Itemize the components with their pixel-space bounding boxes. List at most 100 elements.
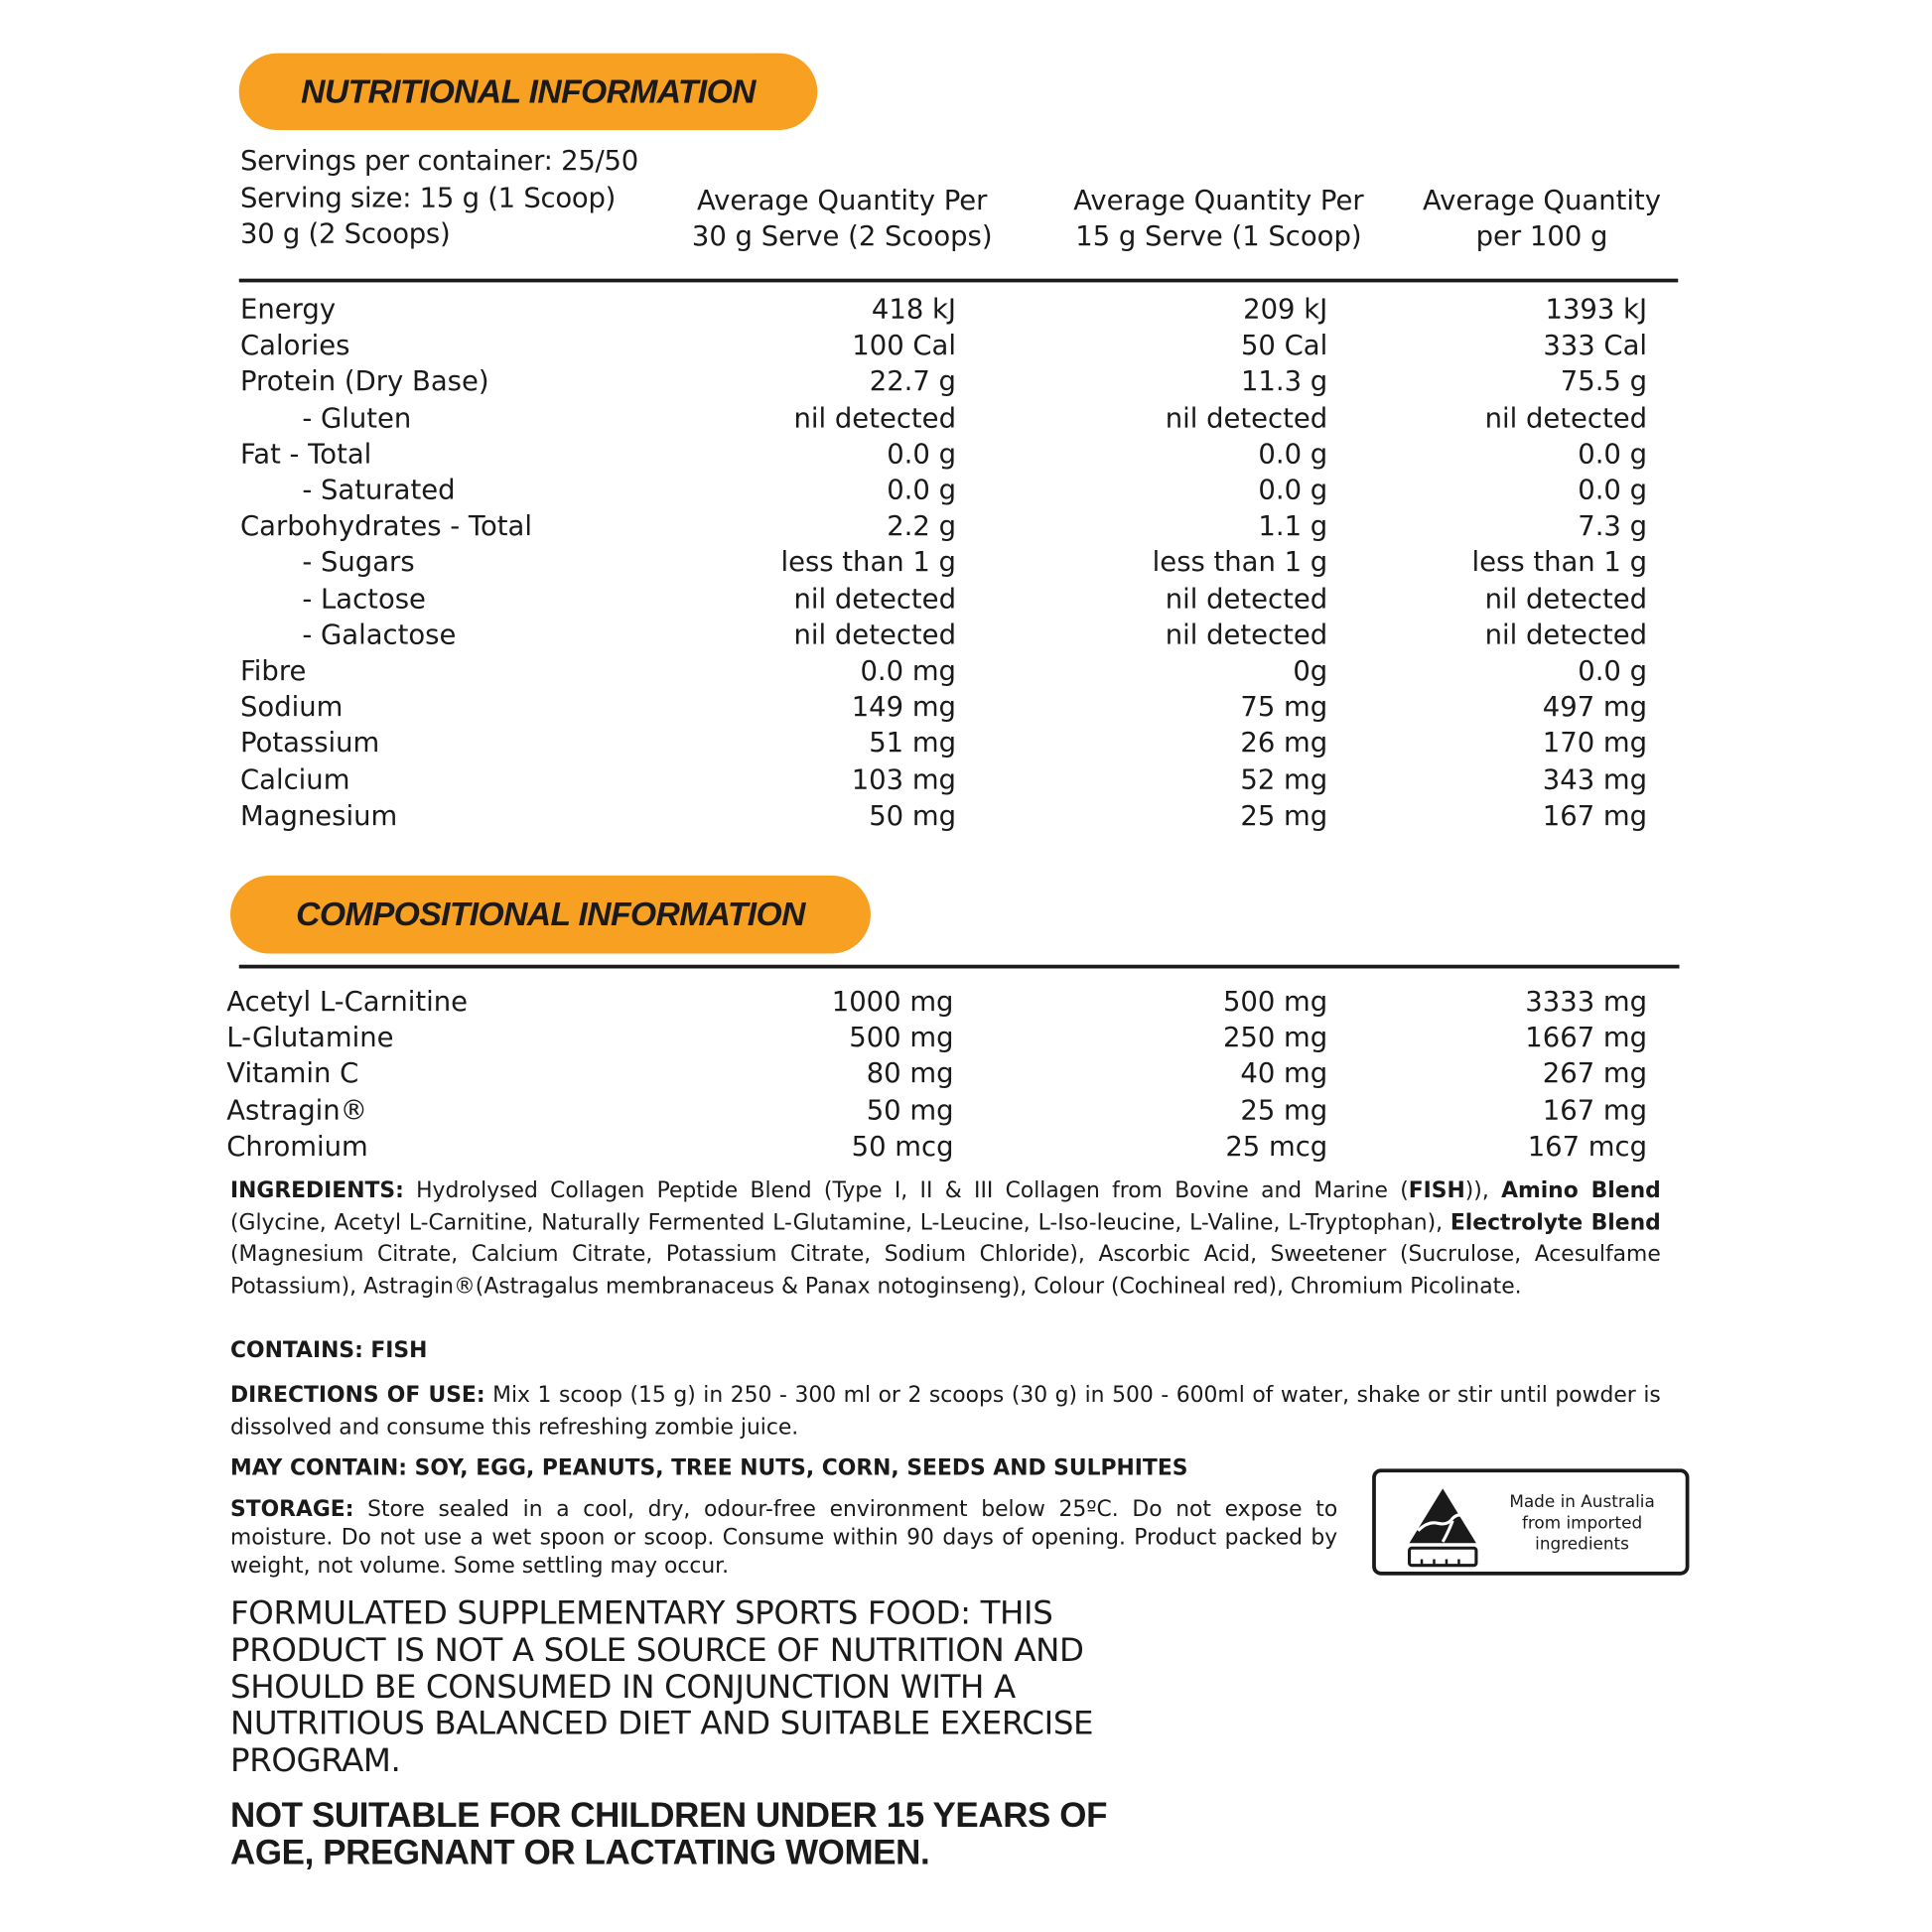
nutrient-value: less than 1 g xyxy=(1152,547,1328,580)
table-row: Magnesium 50 mg 25 mg 167 mg xyxy=(0,798,1733,834)
nutrient-value: 0.0 g xyxy=(1578,656,1648,688)
nutrient-value: 1393 kJ xyxy=(1545,294,1648,327)
electrolyte-blend: Electrolyte Blend xyxy=(1449,1210,1661,1236)
nutrient-value: 1000 mg xyxy=(831,987,954,1019)
header-line: Average Quantity xyxy=(1423,186,1662,217)
nutrient-value: 26 mg xyxy=(1240,728,1328,760)
nutrient-value: nil detected xyxy=(1484,620,1648,651)
nutrient-value: 0.0 g xyxy=(1578,439,1648,471)
table-row: L-Glutamine 500 mg 250 mg 1667 mg xyxy=(0,1021,1733,1056)
made-in-australia-badge: Made in Australia from imported ingredie… xyxy=(1372,1468,1690,1576)
column-header-30g: Average Quantity Per 30 g Serve (2 Scoop… xyxy=(656,184,1028,255)
nutrient-label: Protein (Dry Base) xyxy=(239,366,489,398)
storage-text: Store sealed in a cool, dry, odour-free … xyxy=(230,1497,1338,1580)
storage-label: STORAGE: xyxy=(230,1497,354,1523)
nutrient-value: 40 mg xyxy=(1240,1059,1328,1091)
australian-made-kangaroo-icon xyxy=(1407,1488,1478,1568)
ingredients-text: Hydrolysed Collagen Peptide Blend (Type … xyxy=(403,1178,1409,1204)
nutrient-value: 75.5 g xyxy=(1560,366,1648,398)
nutrient-value: 100 Cal xyxy=(852,331,956,362)
table-row: Protein (Dry Base) 22.7 g 11.3 g 75.5 g xyxy=(0,364,1733,400)
storage: STORAGE: Store sealed in a cool, dry, od… xyxy=(230,1496,1337,1582)
ingredients-text: (Glycine, Acetyl L-Carnitine, Naturally … xyxy=(230,1210,1450,1236)
nutrient-value: 0g xyxy=(1293,656,1328,688)
nutrient-value: 75 mg xyxy=(1240,692,1328,724)
nutrient-value: less than 1 g xyxy=(1471,547,1648,580)
table-row: Calories 100 Cal 50 Cal 333 Cal xyxy=(0,329,1733,364)
nutrient-value: 0.0 g xyxy=(887,476,956,507)
column-header-100g: Average Quantity per 100 g xyxy=(1393,184,1690,255)
table-row: Potassium 51 mg 26 mg 170 mg xyxy=(0,726,1733,761)
badge-line: from imported xyxy=(1521,1513,1643,1534)
warning-statement: NOT SUITABLE FOR CHILDREN UNDER 15 YEARS… xyxy=(230,1795,1108,1871)
contains-statement: CONTAINS: FISH xyxy=(230,1338,428,1364)
nutrient-label: - Saturated xyxy=(302,476,456,507)
nutrient-value: 22.7 g xyxy=(869,366,956,398)
table-row: Chromium 50 mcg 25 mcg 167 mcg xyxy=(0,1129,1733,1165)
table-row: - Sugars less than 1 g less than 1 g less t… xyxy=(0,545,1733,581)
nutrient-value: 500 mg xyxy=(849,1023,954,1054)
table-row: - Gluten nil detected nil detected nil dete… xyxy=(0,401,1733,437)
nutrient-value: 500 mg xyxy=(1222,987,1328,1019)
table-row: Acetyl L-Carnitine 1000 mg 500 mg 3333 mg xyxy=(0,985,1733,1021)
nutrition-title-banner: NUTRITIONAL INFORMATION xyxy=(238,53,818,130)
header-line: 30 g Serve (2 Scoops) xyxy=(691,221,993,253)
nutrient-label: Magnesium xyxy=(239,800,398,832)
nutrient-value: 0.0 g xyxy=(887,439,956,471)
nutrient-value: 51 mg xyxy=(869,728,956,760)
table-row: Energy 418 kJ 209 kJ 1393 kJ xyxy=(0,292,1733,328)
table-row: Sodium 149 mg 75 mg 497 mg xyxy=(0,690,1733,726)
nutrient-label: Chromium xyxy=(226,1131,368,1164)
nutrient-value: 50 mg xyxy=(869,800,956,832)
nutrient-value: 0.0 g xyxy=(1578,476,1648,507)
nutrient-value: nil detected xyxy=(1165,403,1328,435)
nutrient-value: nil detected xyxy=(1165,620,1328,651)
nutrient-value: 25 mg xyxy=(1240,1095,1328,1127)
directions-label: DIRECTIONS OF USE: xyxy=(230,1383,485,1409)
table-row: Fibre 0.0 mg 0g 0.0 g xyxy=(0,654,1733,690)
directions-text: Mix 1 scoop (15 g) in 250 - 300 ml or 2 … xyxy=(230,1383,1661,1441)
nutrient-value: nil detected xyxy=(793,584,956,616)
serving-size-line-2: 30 g (2 Scoops) xyxy=(239,218,451,250)
nutrient-value: 50 Cal xyxy=(1240,331,1328,362)
nutrient-value: 1667 mg xyxy=(1525,1023,1648,1054)
nutrient-value: 2.2 g xyxy=(887,511,956,543)
nutrient-value: nil detected xyxy=(1484,584,1648,616)
nutrient-value: 3333 mg xyxy=(1525,987,1648,1019)
nutrient-value: 52 mg xyxy=(1240,764,1328,796)
nutrient-label: Carbohydrates - Total xyxy=(239,511,533,543)
badge-line: ingredients xyxy=(1535,1534,1629,1555)
header-line: Average Quantity Per xyxy=(696,186,988,217)
nutrient-label: Astragin® xyxy=(226,1095,368,1127)
header-line: Average Quantity Per xyxy=(1073,186,1364,217)
table-row: Fat - Total 0.0 g 0.0 g 0.0 g xyxy=(0,437,1733,473)
nutrient-value: 167 mcg xyxy=(1527,1131,1648,1164)
formulated-food-statement: FORMULATED SUPPLEMENTARY SPORTS FOOD: TH… xyxy=(230,1594,1094,1780)
nutrition-title: NUTRITIONAL INFORMATION xyxy=(301,71,756,110)
badge-line: Made in Australia xyxy=(1509,1492,1655,1513)
nutrient-label: Fibre xyxy=(239,656,307,688)
serving-size-line-1: Serving size: 15 g (1 Scoop) xyxy=(239,183,617,214)
nutrient-value: nil detected xyxy=(793,620,956,651)
nutrient-label: Vitamin C xyxy=(226,1059,359,1091)
nutrient-value: 103 mg xyxy=(851,764,956,796)
directions: DIRECTIONS OF USE: Mix 1 scoop (15 g) in… xyxy=(230,1381,1661,1445)
nutrient-value: 167 mg xyxy=(1542,800,1648,832)
nutrient-value: 0.0 mg xyxy=(860,656,956,688)
ingredients-text: (Magnesium Citrate, Calcium Citrate, Pot… xyxy=(230,1242,1661,1299)
table-row: Carbohydrates - Total 2.2 g 1.1 g 7.3 g xyxy=(0,509,1733,545)
servings-per-container: Servings per container: 25/50 xyxy=(239,146,638,178)
nutrient-value: less than 1 g xyxy=(780,547,956,580)
table-row: Vitamin C 80 mg 40 mg 267 mg xyxy=(0,1057,1733,1093)
amino-blend: Amino Blend xyxy=(1501,1178,1661,1204)
composition-title: COMPOSITIONAL INFORMATION xyxy=(296,895,805,933)
column-header-15g: Average Quantity Per 15 g Serve (1 Scoop… xyxy=(1033,184,1404,255)
nutrient-value: 333 Cal xyxy=(1543,331,1648,362)
nutrient-label: Acetyl L-Carnitine xyxy=(226,987,469,1019)
nutrient-label: - Galactose xyxy=(302,620,457,651)
header-line: per 100 g xyxy=(1475,221,1608,253)
ingredients: INGREDIENTS: Hydrolysed Collagen Peptide… xyxy=(230,1176,1661,1303)
nutrient-value: 7.3 g xyxy=(1578,511,1648,543)
nutrient-value: 11.3 g xyxy=(1240,366,1328,398)
